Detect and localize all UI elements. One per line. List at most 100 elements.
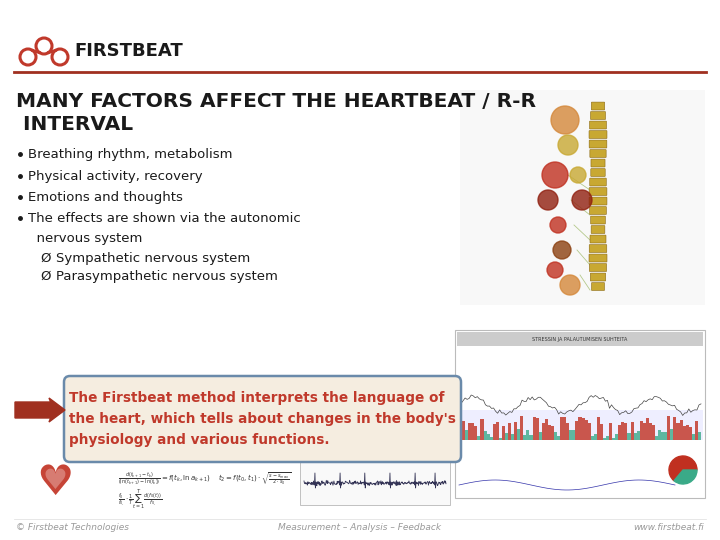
Bar (673, 417, 677, 440)
Bar (640, 421, 643, 440)
Bar (615, 434, 618, 440)
Text: MANY FACTORS AFFECT THE HEARTBEAT / R-R: MANY FACTORS AFFECT THE HEARTBEAT / R-R (16, 92, 536, 111)
Bar (460, 90, 705, 305)
Bar (457, 410, 703, 440)
FancyBboxPatch shape (589, 245, 607, 253)
Bar (511, 434, 514, 440)
Bar (487, 434, 490, 440)
Circle shape (560, 275, 580, 295)
Bar (459, 433, 462, 440)
Bar (685, 425, 689, 440)
Circle shape (553, 241, 571, 259)
Bar (677, 423, 680, 440)
Circle shape (538, 190, 558, 210)
Bar (698, 431, 701, 440)
Bar (658, 429, 661, 440)
Bar (575, 421, 578, 440)
Text: Emotions and thoughts: Emotions and thoughts (28, 191, 183, 204)
Bar (585, 420, 588, 440)
Bar (683, 427, 685, 440)
Bar (655, 436, 658, 440)
Bar (477, 436, 480, 440)
FancyBboxPatch shape (64, 376, 461, 462)
Bar (514, 422, 517, 440)
FancyBboxPatch shape (589, 140, 607, 148)
Bar (300, 460, 450, 505)
Bar (545, 419, 548, 440)
Bar (563, 417, 566, 440)
Text: ♥: ♥ (42, 467, 68, 495)
Bar (505, 433, 508, 440)
Circle shape (551, 106, 579, 134)
Bar (692, 434, 695, 440)
Bar (649, 423, 652, 440)
Bar (566, 423, 570, 440)
Bar (557, 436, 560, 440)
Text: Breathing rhythm, metabolism: Breathing rhythm, metabolism (28, 148, 233, 161)
Text: Sympathetic nervous system: Sympathetic nervous system (56, 252, 251, 265)
Bar (539, 432, 541, 440)
Bar (484, 430, 487, 440)
Bar (646, 418, 649, 440)
Circle shape (558, 135, 578, 155)
Bar (508, 423, 511, 440)
Text: nervous system: nervous system (28, 232, 143, 245)
Bar (634, 433, 636, 440)
Bar (695, 421, 698, 440)
Bar (490, 437, 492, 440)
Text: $\frac{d(t_{k+1}-t_k)}{(\ln(t_{k+1})-\ln(t_k))} = f(t_k,\ln a_{k+1})$: $\frac{d(t_{k+1}-t_k)}{(\ln(t_{k+1})-\ln… (118, 470, 211, 487)
FancyBboxPatch shape (590, 273, 606, 281)
Bar (665, 433, 667, 440)
Text: $t_2 = f(t_0, t_1) \cdot \sqrt{\frac{s - s_{max}}{2 \cdot s_0}}$: $t_2 = f(t_0, t_1) \cdot \sqrt{\frac{s -… (218, 470, 291, 487)
Bar (609, 423, 612, 440)
Bar (588, 423, 590, 440)
Bar (462, 421, 465, 440)
Bar (492, 424, 496, 440)
FancyBboxPatch shape (590, 178, 606, 186)
Bar (670, 429, 673, 440)
Text: Ø: Ø (40, 270, 50, 283)
FancyBboxPatch shape (592, 282, 605, 291)
Bar (600, 424, 603, 440)
Bar (533, 417, 536, 440)
Bar (480, 419, 484, 440)
Bar (502, 426, 505, 440)
Bar (689, 427, 692, 440)
Bar (551, 426, 554, 440)
Bar (472, 423, 474, 440)
Text: www.firstbeat.fi: www.firstbeat.fi (634, 523, 704, 531)
Circle shape (542, 162, 568, 188)
FancyBboxPatch shape (589, 254, 607, 262)
Circle shape (572, 190, 592, 210)
Bar (474, 426, 477, 440)
Bar (603, 438, 606, 440)
Bar (590, 436, 594, 440)
Bar (496, 422, 499, 440)
Bar (594, 434, 597, 440)
Bar (526, 430, 529, 440)
FancyBboxPatch shape (590, 150, 606, 158)
FancyBboxPatch shape (590, 121, 606, 129)
FancyBboxPatch shape (590, 112, 606, 119)
Bar (554, 433, 557, 440)
Bar (661, 432, 665, 440)
Text: © Firstbeat Technologies: © Firstbeat Technologies (16, 523, 129, 531)
FancyBboxPatch shape (589, 187, 607, 195)
Bar (612, 438, 615, 440)
Bar (582, 417, 585, 440)
Bar (560, 417, 563, 440)
Text: Physical activity, recovery: Physical activity, recovery (28, 170, 202, 183)
Bar (618, 426, 621, 440)
Bar (570, 430, 572, 440)
FancyBboxPatch shape (591, 226, 605, 233)
Text: $\frac{f_0}{f_{0_j}} \cdot \frac{1}{T}\sum_{t=1}^{T}\frac{d(f_0(t))}{f_{0_j}}$: $\frac{f_0}{f_{0_j}} \cdot \frac{1}{T}\s… (118, 488, 163, 512)
Bar (457, 332, 703, 346)
Bar (621, 422, 624, 440)
Circle shape (547, 262, 563, 278)
Bar (636, 430, 640, 440)
Bar (548, 425, 551, 440)
Bar (572, 430, 575, 440)
Bar (499, 437, 502, 440)
Text: The Firstbeat method interprets the language of
the heart, which tells about cha: The Firstbeat method interprets the lang… (69, 392, 456, 447)
Wedge shape (669, 456, 697, 481)
